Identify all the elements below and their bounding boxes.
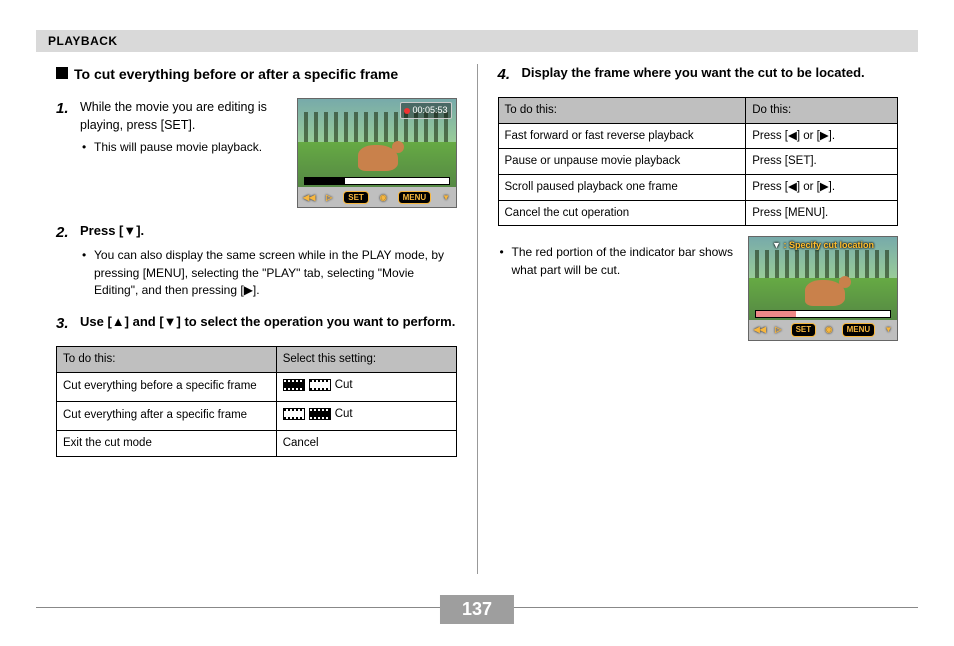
cut-label: Cut xyxy=(335,377,353,394)
film-empty-icon xyxy=(283,408,305,420)
step-head: Press [▼]. xyxy=(80,222,457,241)
square-bullet-icon xyxy=(56,67,68,79)
table-row: Cut everything after a specific frame Cu… xyxy=(57,401,457,430)
table-cell: Scroll paused playback one frame xyxy=(498,174,746,200)
note-text: The red portion of the indicator bar sho… xyxy=(498,244,737,279)
content-columns: To cut everything before or after a spec… xyxy=(36,64,918,574)
set-button-label: SET xyxy=(791,323,817,337)
table-cell: Cancel the cut operation xyxy=(498,200,746,226)
table-cell: Exit the cut mode xyxy=(57,430,277,456)
step-bullet: This will pause movie playback. xyxy=(80,139,287,156)
play-icon: ▷ xyxy=(326,192,332,204)
table-cell: Cut xyxy=(276,401,456,430)
rewind-icon: ◀◀ xyxy=(303,192,315,204)
menu-button-label: MENU xyxy=(842,323,876,337)
table-row: Fast forward or fast reverse playback Pr… xyxy=(498,123,898,149)
stop-icon: ◉ xyxy=(825,324,832,336)
page: PLAYBACK To cut everything before or aft… xyxy=(0,0,954,646)
table-cell: Cut everything before a specific frame xyxy=(57,372,277,401)
step-4: Display the frame where you want the cut… xyxy=(498,64,899,83)
down-icon: ▼ xyxy=(884,324,892,336)
subsection-title: To cut everything before or after a spec… xyxy=(56,64,457,84)
table-cell: Press [◀] or [▶]. xyxy=(746,174,898,200)
table-cell: Press [MENU]. xyxy=(746,200,898,226)
timer-text: 00:05:53 xyxy=(412,104,447,117)
step-3: Use [▲] and [▼] to select the operation … xyxy=(56,313,457,332)
subsection-title-text: To cut everything before or after a spec… xyxy=(74,64,398,84)
step-head: Use [▲] and [▼] to select the operation … xyxy=(80,313,457,332)
cut-label: Cut xyxy=(335,406,353,423)
film-empty-icon xyxy=(309,379,331,391)
table-header: Do this: xyxy=(746,97,898,123)
stop-icon: ◉ xyxy=(380,192,387,204)
playback-screenshot-1: 00:05:53 ◀◀ ▷ SET ◉ MENU ▼ xyxy=(297,98,457,208)
table-row: Cut everything before a specific frame C… xyxy=(57,372,457,401)
table-row: Scroll paused playback one frame Press [… xyxy=(498,174,898,200)
section-header: PLAYBACK xyxy=(36,30,918,52)
steps-list-right: Display the frame where you want the cut… xyxy=(498,64,899,83)
right-column: Display the frame where you want the cut… xyxy=(478,64,919,574)
table-cell: Press [◀] or [▶]. xyxy=(746,123,898,149)
table-cell: Fast forward or fast reverse playback xyxy=(498,123,746,149)
step-1: While the movie you are editing is playi… xyxy=(56,98,457,208)
film-filled-icon xyxy=(309,408,331,420)
steps-list: While the movie you are editing is playi… xyxy=(56,98,457,332)
table-cell: Press [SET]. xyxy=(746,149,898,175)
table-row: Cancel the cut operation Press [MENU]. xyxy=(498,200,898,226)
step-bullet: You can also display the same screen whi… xyxy=(80,247,457,299)
controls-table: To do this: Do this: Fast forward or fas… xyxy=(498,97,899,226)
play-icon: ▷ xyxy=(775,324,781,336)
down-icon: ▼ xyxy=(442,192,450,204)
table-cell: Pause or unpause movie playback xyxy=(498,149,746,175)
film-filled-icon xyxy=(283,379,305,391)
playback-screenshot-2: ▼ ▼ : Specify cut location: Specify cut … xyxy=(748,236,898,341)
rewind-icon: ◀◀ xyxy=(754,324,766,336)
set-button-label: SET xyxy=(343,191,369,205)
table-cell: Cut everything after a specific frame xyxy=(57,401,277,430)
left-column: To cut everything before or after a spec… xyxy=(36,64,478,574)
table-cell: Cut xyxy=(276,372,456,401)
table-header: Select this setting: xyxy=(276,347,456,373)
step-head: Display the frame where you want the cut… xyxy=(522,64,899,83)
operation-table: To do this: Select this setting: Cut eve… xyxy=(56,346,457,456)
page-number: 137 xyxy=(440,595,514,624)
table-header-row: To do this: Select this setting: xyxy=(57,347,457,373)
table-header: To do this: xyxy=(57,347,277,373)
table-header-row: To do this: Do this: xyxy=(498,97,898,123)
step-head: While the movie you are editing is playi… xyxy=(80,98,287,134)
step-2: Press [▼]. You can also display the same… xyxy=(56,222,457,299)
table-header: To do this: xyxy=(498,97,746,123)
table-row: Exit the cut mode Cancel xyxy=(57,430,457,456)
note-row: The red portion of the indicator bar sho… xyxy=(498,236,899,341)
table-cell: Cancel xyxy=(276,430,456,456)
table-row: Pause or unpause movie playback Press [S… xyxy=(498,149,898,175)
menu-button-label: MENU xyxy=(398,191,432,205)
